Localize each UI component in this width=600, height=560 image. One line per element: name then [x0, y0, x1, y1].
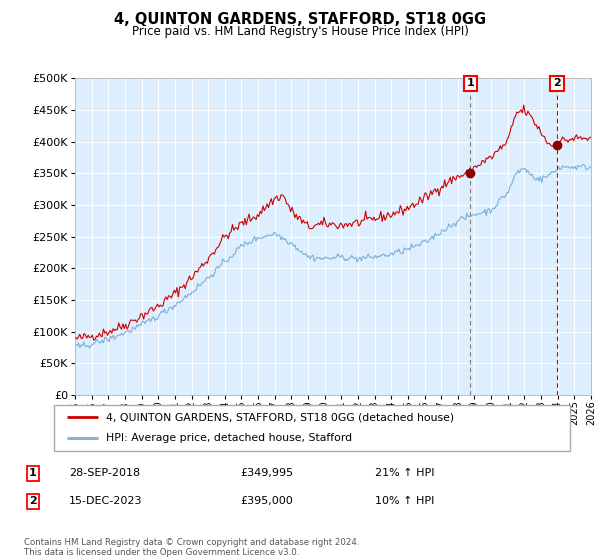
Text: 4, QUINTON GARDENS, STAFFORD, ST18 0GG: 4, QUINTON GARDENS, STAFFORD, ST18 0GG [114, 12, 486, 27]
FancyBboxPatch shape [54, 405, 570, 451]
Text: 28-SEP-2018: 28-SEP-2018 [69, 468, 140, 478]
Text: 2: 2 [29, 496, 37, 506]
Text: Contains HM Land Registry data © Crown copyright and database right 2024.
This d: Contains HM Land Registry data © Crown c… [24, 538, 359, 557]
Text: £349,995: £349,995 [240, 468, 293, 478]
Text: 4, QUINTON GARDENS, STAFFORD, ST18 0GG (detached house): 4, QUINTON GARDENS, STAFFORD, ST18 0GG (… [106, 412, 454, 422]
Text: 10% ↑ HPI: 10% ↑ HPI [375, 496, 434, 506]
Text: 1: 1 [466, 78, 474, 88]
Text: 2: 2 [553, 78, 561, 88]
Text: 15-DEC-2023: 15-DEC-2023 [69, 496, 143, 506]
Text: 1: 1 [29, 468, 37, 478]
Text: 21% ↑ HPI: 21% ↑ HPI [375, 468, 434, 478]
Text: £395,000: £395,000 [240, 496, 293, 506]
Text: HPI: Average price, detached house, Stafford: HPI: Average price, detached house, Staf… [106, 433, 352, 444]
Text: Price paid vs. HM Land Registry's House Price Index (HPI): Price paid vs. HM Land Registry's House … [131, 25, 469, 38]
